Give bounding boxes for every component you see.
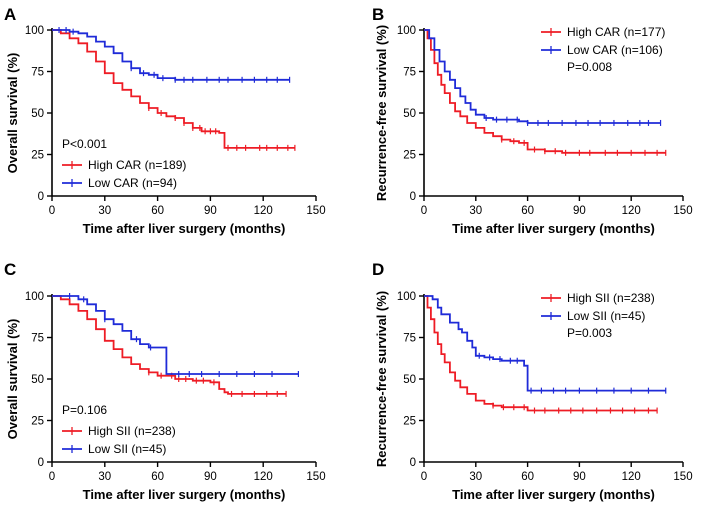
- x-tick-label: 60: [151, 205, 164, 217]
- y-tick-label: 0: [410, 191, 416, 203]
- p-value-annotation: P=0.003: [567, 326, 612, 340]
- chart-panel-c: C 0 30 60 90 120 150 0 25 50 75 100 Time after liver…: [4, 260, 326, 502]
- y-tick-label: 100: [397, 25, 416, 37]
- x-tick-label: 0: [421, 205, 427, 217]
- y-tick-label: 50: [403, 374, 416, 386]
- legend-entry-low: Low SII (n=45): [567, 309, 645, 323]
- p-value-annotation: P=0.106: [62, 403, 107, 417]
- x-tick-label: 90: [573, 471, 586, 483]
- y-tick-label: 0: [38, 191, 44, 203]
- panel-letter: A: [4, 5, 16, 24]
- x-tick-label: 90: [204, 205, 217, 217]
- x-tick-label: 0: [421, 471, 427, 483]
- series-line-high: [52, 29, 295, 149]
- series-line-high: [52, 295, 287, 395]
- series-line-low: [424, 295, 666, 392]
- y-tick-label: 75: [31, 67, 44, 79]
- legend-entry-high: High SII (n=238): [88, 424, 176, 438]
- x-axis-title: Time after liver surgery (months): [83, 221, 286, 236]
- x-tick-label: 150: [306, 205, 325, 217]
- y-tick-label: 50: [31, 108, 44, 120]
- y-tick-label: 100: [397, 291, 416, 303]
- y-axis-title: Recurrence-free survival (%): [374, 291, 389, 467]
- x-tick-label: 0: [49, 471, 55, 483]
- y-tick-label: 0: [38, 457, 44, 469]
- x-tick-label: 60: [521, 205, 534, 217]
- y-axis-title: Overall survival (%): [5, 319, 20, 440]
- panel-letter: B: [372, 5, 384, 24]
- x-tick-label: 120: [254, 471, 273, 483]
- legend-entry-low: Low SII (n=45): [88, 442, 166, 456]
- legend-entry-high: High CAR (n=189): [88, 158, 186, 172]
- x-tick-label: 60: [521, 471, 534, 483]
- x-tick-label: 120: [254, 205, 273, 217]
- y-tick-label: 25: [403, 150, 416, 162]
- p-value-annotation: P=0.008: [567, 60, 612, 74]
- y-axis-title: Overall survival (%): [5, 53, 20, 174]
- series-line-low: [52, 295, 299, 375]
- x-tick-label: 60: [151, 471, 164, 483]
- legend-entry-low: Low CAR (n=106): [567, 43, 663, 57]
- p-value-annotation: P<0.001: [62, 137, 107, 151]
- y-tick-label: 75: [31, 333, 44, 345]
- panel-letter: D: [372, 260, 384, 279]
- y-tick-label: 50: [403, 108, 416, 120]
- x-tick-label: 30: [469, 471, 482, 483]
- x-tick-label: 30: [98, 205, 111, 217]
- x-tick-label: 90: [573, 205, 586, 217]
- y-tick-label: 100: [25, 291, 44, 303]
- y-axis-title: Recurrence-free survival (%): [374, 25, 389, 201]
- y-tick-label: 25: [403, 416, 416, 428]
- legend-entry-low: Low CAR (n=94): [88, 176, 177, 190]
- x-tick-label: 120: [622, 205, 641, 217]
- x-tick-label: 30: [469, 205, 482, 217]
- legend-entry-high: High CAR (n=177): [567, 25, 665, 39]
- panel-letter: C: [4, 260, 16, 279]
- y-tick-label: 25: [31, 150, 44, 162]
- y-tick-label: 25: [31, 416, 44, 428]
- chart-panel-a: A 0 30 60 90 120 150 0 25 50 75 100 Time after liver…: [4, 5, 326, 236]
- y-tick-label: 100: [25, 25, 44, 37]
- x-axis-title: Time after liver surgery (months): [452, 221, 655, 236]
- chart-panel-d: D 0 30 60 90 120 150 0 25 50 75 100 Time after liver…: [372, 260, 693, 502]
- x-axis-title: Time after liver surgery (months): [452, 487, 655, 502]
- x-tick-label: 150: [306, 471, 325, 483]
- series-line-low: [424, 29, 661, 124]
- x-tick-label: 0: [49, 205, 55, 217]
- x-tick-label: 150: [673, 471, 692, 483]
- legend-entry-high: High SII (n=238): [567, 291, 655, 305]
- y-tick-label: 75: [403, 333, 416, 345]
- x-tick-label: 90: [204, 471, 217, 483]
- y-tick-label: 0: [410, 457, 416, 469]
- x-tick-label: 120: [622, 471, 641, 483]
- y-tick-label: 50: [31, 374, 44, 386]
- x-tick-label: 150: [673, 205, 692, 217]
- series-line-high: [424, 295, 658, 412]
- y-tick-label: 75: [403, 67, 416, 79]
- chart-panel-b: B 0 30 60 90 120 150 0 25 50 75 100 Time after liver…: [372, 5, 693, 236]
- x-axis-title: Time after liver surgery (months): [83, 487, 286, 502]
- series-line-high: [424, 29, 666, 154]
- x-tick-label: 30: [98, 471, 111, 483]
- series-line-low: [52, 29, 290, 81]
